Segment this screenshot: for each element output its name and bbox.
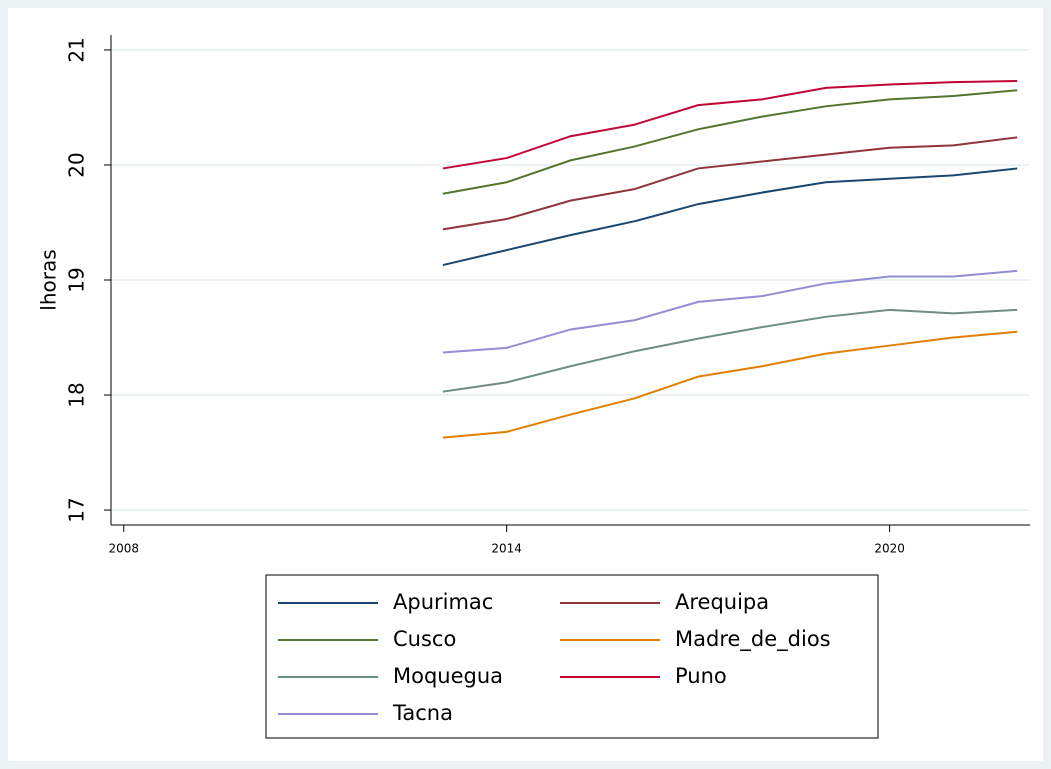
series-line [442,167,1018,267]
legend-label: Arequipa [675,590,769,614]
legend-label: Madre_de_dios [675,627,831,652]
y-tick-label: 18 [65,382,89,407]
series-line [442,136,1018,231]
legend-label: Moquegua [393,664,503,688]
x-tick-label: 2008 [108,542,139,556]
series-line [442,330,1018,439]
legend-label: Tacna [392,701,453,725]
series-line [442,89,1018,195]
legend-label: Apurimac [393,590,493,614]
series-line [442,80,1018,170]
y-tick-label: 21 [65,37,89,62]
legend-label: Cusco [393,627,456,651]
y-tick-label: 17 [65,497,89,522]
y-axis-label: lhoras [37,249,61,310]
y-tick-label: 19 [65,267,89,292]
series-line [442,269,1018,354]
legend-label: Puno [675,664,727,688]
x-tick-label: 2020 [874,542,905,556]
y-tick-label: 20 [65,152,89,177]
series-line [442,308,1018,393]
x-tick-label: 2014 [491,542,522,556]
